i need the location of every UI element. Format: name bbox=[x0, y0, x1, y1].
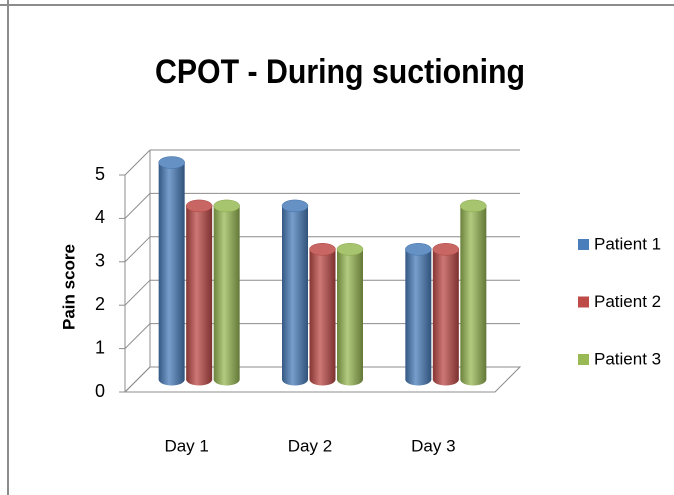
y-tick-label: 5 bbox=[95, 164, 105, 184]
bar bbox=[337, 249, 363, 380]
grid-line bbox=[124, 366, 151, 393]
y-tick-label: 3 bbox=[95, 251, 105, 271]
bar-top bbox=[281, 199, 309, 213]
grid-line bbox=[124, 236, 151, 263]
bar-top bbox=[309, 243, 336, 256]
bar bbox=[460, 205, 487, 380]
bar bbox=[432, 249, 459, 380]
chart-title: CPOT - During suctioning bbox=[155, 53, 525, 91]
grid-line bbox=[124, 193, 151, 219]
bar-top bbox=[336, 243, 364, 256]
bar-top bbox=[460, 199, 487, 213]
y-tick-label: 0 bbox=[95, 381, 105, 401]
x-tick-label: Day 3 bbox=[411, 436, 455, 455]
grid-line bbox=[124, 149, 151, 176]
bar bbox=[309, 249, 336, 380]
bar bbox=[405, 249, 432, 380]
legend-swatch bbox=[578, 354, 589, 365]
grid-line bbox=[124, 323, 151, 349]
x-tick-label: Day 1 bbox=[164, 436, 208, 455]
bar bbox=[186, 205, 213, 380]
bar-top bbox=[432, 243, 460, 256]
legend-label: Patient 2 bbox=[594, 292, 661, 311]
bar-top bbox=[158, 156, 185, 169]
legend-label: Patient 3 bbox=[594, 349, 661, 368]
bar bbox=[158, 162, 185, 380]
grid-line bbox=[124, 279, 151, 306]
bar-top bbox=[405, 243, 432, 256]
bar bbox=[213, 205, 240, 380]
bar-top bbox=[213, 199, 240, 213]
legend-label: Patient 1 bbox=[594, 234, 661, 253]
bar bbox=[282, 205, 308, 380]
legend-swatch bbox=[578, 296, 589, 308]
x-tick-label: Day 2 bbox=[288, 436, 332, 455]
y-tick-label: 2 bbox=[95, 294, 105, 314]
y-axis-label: Pain score bbox=[59, 244, 78, 330]
y-tick-label: 1 bbox=[95, 337, 105, 357]
legend-swatch bbox=[578, 239, 589, 250]
y-tick-label: 4 bbox=[95, 207, 105, 227]
bar-top bbox=[185, 199, 213, 213]
